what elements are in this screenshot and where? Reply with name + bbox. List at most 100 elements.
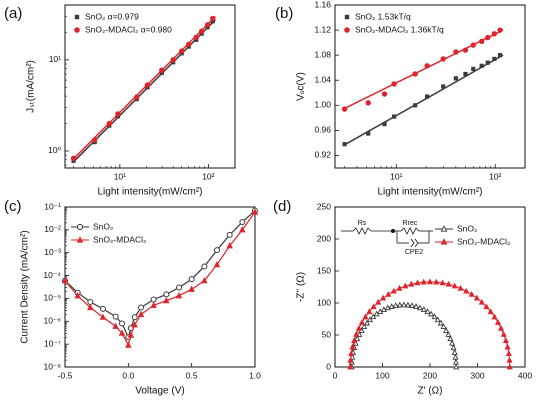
data-point: [150, 301, 157, 308]
legend-label: SnO₂ 1.53kT/q: [355, 11, 411, 21]
legend-label: SnO₂-MDACl₂: [93, 234, 146, 244]
fit-line: [73, 19, 216, 163]
circuit-label-rs: Rs: [358, 220, 367, 227]
data-point: [409, 302, 416, 309]
data-point: [380, 294, 387, 301]
data-point: [366, 316, 373, 323]
data-point: [505, 350, 512, 357]
x-tick-label: 0.5: [186, 370, 198, 380]
y-tick-label: 250: [317, 201, 331, 211]
y-tick-label: 0: [326, 361, 331, 371]
y-tick-label: 150: [317, 265, 331, 275]
legend-marker: [76, 223, 84, 231]
data-point: [366, 308, 373, 315]
data-point: [361, 323, 368, 330]
data-point: [463, 287, 470, 294]
data-point: [137, 310, 145, 317]
data-point: [201, 263, 208, 270]
data-point: [213, 260, 221, 268]
x-tick-label: 100: [375, 370, 389, 380]
data-point: [450, 344, 457, 351]
data-point: [473, 294, 480, 301]
x-tick-label: 200: [423, 370, 437, 380]
data-point: [502, 337, 509, 344]
data-point: [341, 106, 348, 112]
x-tick-label: 300: [470, 370, 484, 380]
data-point: [463, 71, 468, 77]
series-1: [341, 27, 504, 112]
data-point: [431, 313, 438, 320]
data-point: [131, 321, 138, 328]
x-tick-label: 10¹: [114, 171, 126, 181]
data-point: [133, 94, 140, 100]
data-point: [433, 278, 440, 285]
data-point: [193, 34, 199, 40]
data-point: [424, 308, 431, 315]
data-point: [494, 319, 502, 325]
data-point: [452, 353, 459, 360]
data-point: [492, 56, 497, 62]
data-point: [375, 298, 382, 305]
legend-entry: SnO₂-MDACl₂: [71, 234, 146, 244]
data-point: [175, 292, 183, 299]
data-point: [441, 84, 446, 89]
data-point: [159, 67, 165, 73]
x-tick-label: -0.5: [58, 370, 73, 380]
fit-line: [344, 54, 504, 146]
legend-entry: SnO₂: [435, 223, 477, 233]
data-point: [497, 27, 503, 33]
series-1: [70, 15, 216, 162]
data-point: [443, 327, 450, 333]
legend-label: SnO₂: [457, 223, 477, 233]
data-point: [413, 103, 418, 108]
data-point: [87, 303, 94, 311]
data-point: [210, 19, 215, 24]
legend-entry: SnO₂-MDACl₂ 1.36kT/q: [344, 24, 444, 34]
data-point: [186, 41, 192, 48]
data-point: [500, 330, 507, 337]
data-point: [479, 38, 485, 45]
data-point: [353, 330, 360, 337]
panel-a: (a) 10¹ 10² 10⁰ 10¹ Light intensity(mW/cm²) Jₛ…: [4, 4, 236, 198]
panel-label: (d): [273, 198, 291, 215]
data-point: [453, 49, 459, 55]
data-point: [226, 242, 233, 249]
y-tick-label: 10⁻¹: [44, 201, 61, 211]
data-point: [420, 306, 427, 312]
series-0: [62, 207, 258, 341]
x-tick-label: 400: [518, 370, 532, 380]
panel-d: (d) 0 100 200 300 400 0 50 100 150 200 250 Z' (Ω) -Z'…: [273, 198, 532, 397]
data-point: [214, 247, 220, 254]
data-point: [348, 350, 355, 357]
data-point: [362, 313, 369, 320]
data-point: [127, 331, 135, 338]
circuit-label-rrec: Rrec: [403, 220, 418, 227]
data-point: [471, 66, 476, 72]
series-1: [61, 208, 259, 348]
data-point: [251, 208, 259, 215]
x-axis-title: Light intensity(mW/cm²): [377, 187, 482, 198]
x-tick-label: 10²: [202, 171, 214, 181]
resistor-rrec: [400, 227, 420, 235]
data-point: [400, 301, 407, 308]
data-point: [106, 120, 113, 127]
data-point: [366, 131, 371, 136]
legend-marker: [76, 236, 84, 243]
y-tick-label: 1.08: [314, 49, 331, 59]
data-point: [100, 305, 106, 312]
fit-line: [344, 29, 504, 110]
data-point: [416, 304, 424, 311]
y-tick-label: 10¹: [49, 54, 61, 64]
x-tick-label: 10²: [489, 171, 501, 181]
data-point: [479, 63, 484, 68]
legend-entry: SnO₂-MDACl₂: [435, 236, 510, 246]
data-point: [347, 363, 354, 370]
data-point: [210, 15, 216, 22]
data-point: [506, 356, 513, 363]
data-point: [349, 343, 356, 350]
data-point: [392, 302, 399, 309]
data-point: [61, 276, 69, 284]
panel-label: (a): [4, 5, 22, 22]
y-tick-label: 10⁻⁸: [43, 361, 61, 371]
